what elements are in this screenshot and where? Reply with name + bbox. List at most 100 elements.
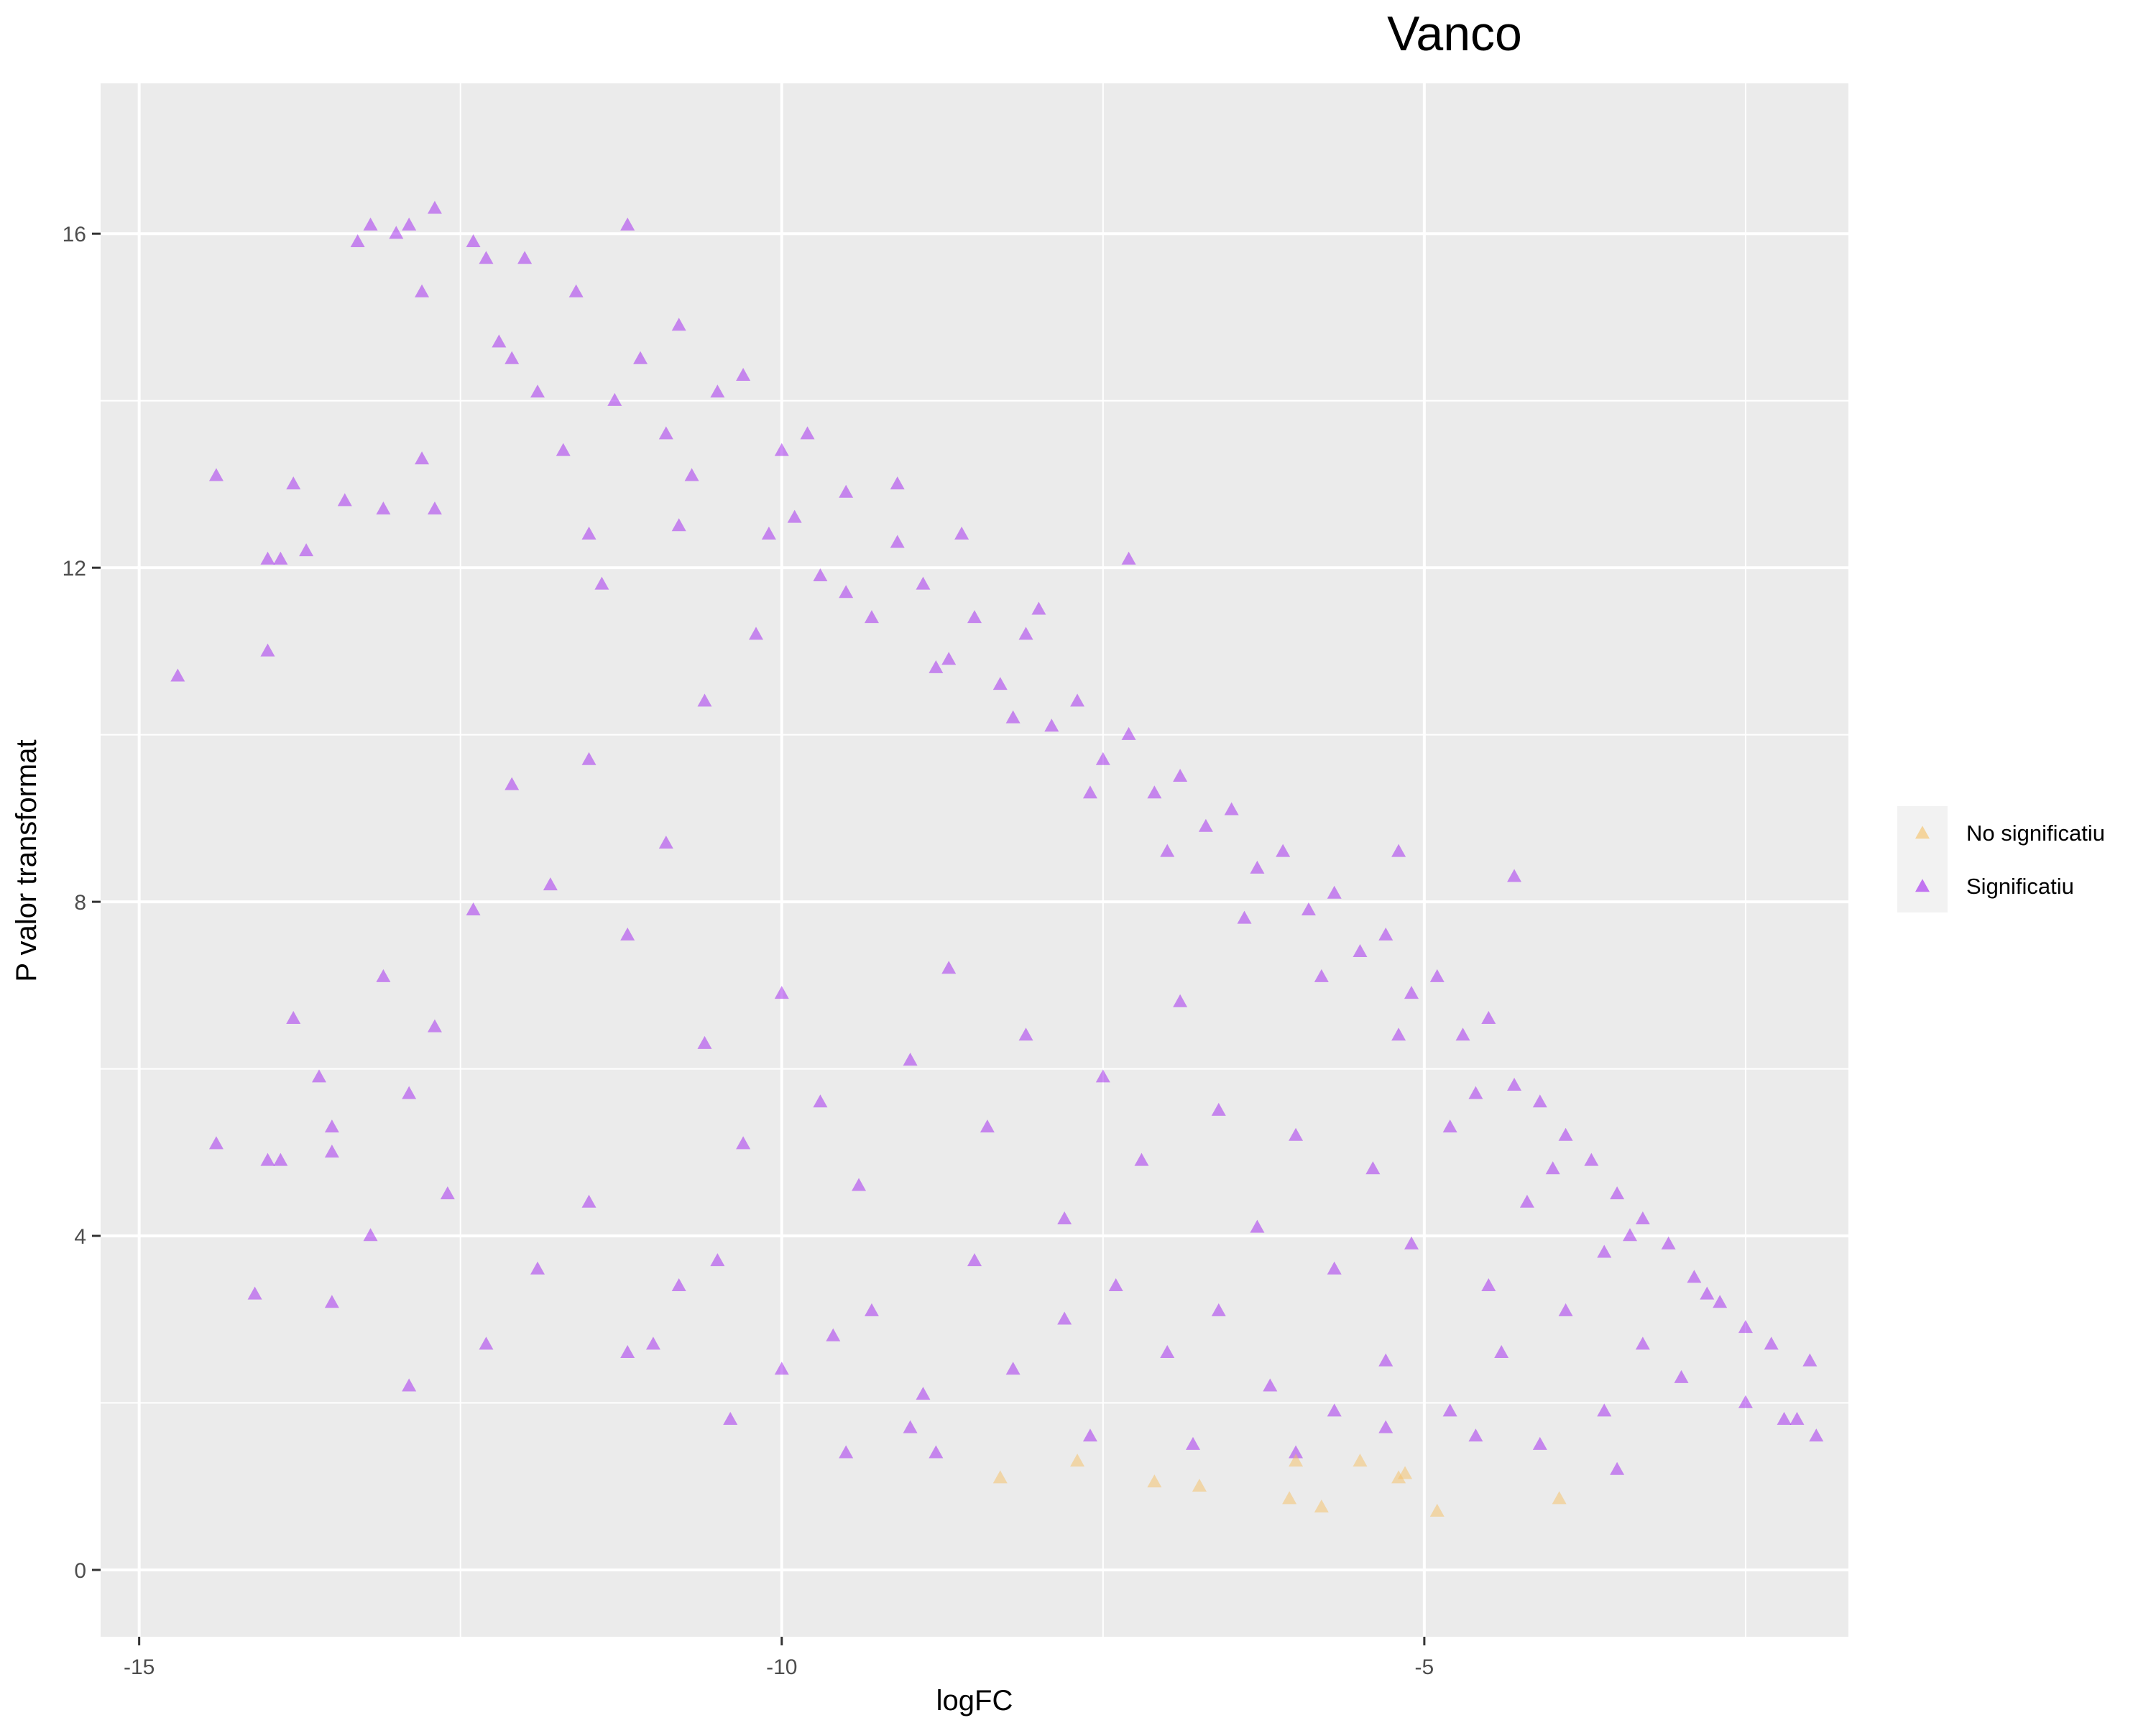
x-axis-label: logFC xyxy=(936,1685,1013,1717)
significant-point xyxy=(787,509,802,523)
significant-point xyxy=(170,668,185,682)
nonsignificant-point xyxy=(1552,1491,1567,1505)
significant-point xyxy=(208,1136,224,1150)
significant-point xyxy=(1584,1152,1599,1166)
significant-point xyxy=(466,234,481,248)
significant-point xyxy=(273,551,288,565)
significant-point xyxy=(1378,1353,1393,1367)
significant-point xyxy=(427,1019,442,1032)
significant-point xyxy=(1532,1436,1547,1450)
significant-point xyxy=(813,568,828,581)
significant-point xyxy=(607,392,622,406)
significant-point xyxy=(1160,1344,1175,1358)
significant-point xyxy=(1095,1069,1110,1083)
significant-point xyxy=(658,835,673,849)
nonsignificant-point xyxy=(1289,1454,1304,1467)
significant-point xyxy=(1289,1127,1304,1141)
significant-point xyxy=(710,384,725,398)
nonsignificant-point xyxy=(992,1470,1008,1484)
significant-point xyxy=(286,1011,301,1025)
significant-point xyxy=(774,443,789,456)
significant-point xyxy=(967,610,982,624)
significant-point xyxy=(466,902,481,915)
significant-point xyxy=(556,443,571,456)
significant-point xyxy=(363,217,378,231)
significant-point xyxy=(1545,1161,1560,1175)
significant-point xyxy=(1378,927,1393,941)
significant-point xyxy=(1429,969,1445,982)
legend-key-no-significatiu xyxy=(1915,826,1930,839)
significant-point xyxy=(1789,1411,1805,1425)
significant-point xyxy=(1044,719,1059,732)
significant-point xyxy=(645,1336,660,1350)
significant-point xyxy=(505,777,520,790)
legend-label: No significatiu xyxy=(1966,821,2105,846)
y-tick-label: 8 xyxy=(74,891,86,915)
significant-point xyxy=(1314,969,1329,982)
significant-point xyxy=(1391,1027,1406,1041)
significant-point xyxy=(1777,1411,1792,1425)
significant-point xyxy=(530,384,545,398)
significant-point xyxy=(324,1119,339,1133)
significant-point xyxy=(1507,869,1522,882)
significant-point xyxy=(1713,1295,1728,1308)
significant-point xyxy=(1289,1445,1304,1459)
nonsignificant-point xyxy=(1314,1500,1329,1513)
significant-point xyxy=(967,1253,982,1267)
significant-point xyxy=(1121,551,1136,565)
significant-point xyxy=(350,234,365,248)
significant-point xyxy=(1160,844,1175,857)
significant-point xyxy=(1082,1428,1097,1442)
significant-point xyxy=(864,610,879,624)
significant-point xyxy=(633,351,648,364)
significant-point xyxy=(1481,1011,1496,1025)
significant-point xyxy=(324,1295,339,1308)
significant-point xyxy=(1532,1094,1547,1108)
significant-point xyxy=(324,1145,339,1158)
significant-point xyxy=(864,1303,879,1316)
significant-point xyxy=(620,927,635,941)
significant-point xyxy=(1378,1420,1393,1433)
significant-point xyxy=(890,476,905,490)
significant-point xyxy=(992,677,1008,690)
significant-point xyxy=(1442,1119,1457,1133)
nonsignificant-point xyxy=(1070,1454,1085,1467)
significant-point xyxy=(312,1069,326,1083)
y-axis-label: P valor transformat xyxy=(11,739,42,981)
significant-point xyxy=(1468,1428,1483,1442)
y-tick-label: 16 xyxy=(63,223,86,246)
significant-point xyxy=(941,961,957,974)
significant-point xyxy=(376,969,391,982)
significant-point xyxy=(1031,601,1046,615)
significant-point xyxy=(620,1344,635,1358)
significant-point xyxy=(1327,1261,1342,1275)
significant-point xyxy=(761,526,776,540)
significant-point xyxy=(1005,710,1021,724)
significant-point xyxy=(260,643,275,657)
legend: No significatiu Significatiu xyxy=(1897,806,2105,912)
nonsignificant-point xyxy=(1398,1466,1413,1479)
significant-point xyxy=(813,1094,828,1108)
significant-point xyxy=(916,576,931,590)
significant-point xyxy=(1173,994,1188,1007)
significant-point xyxy=(1365,1161,1381,1175)
legend-key-significatiu xyxy=(1915,879,1930,892)
significant-point xyxy=(1610,1461,1625,1475)
significant-point xyxy=(1623,1228,1637,1242)
significant-point xyxy=(839,585,854,599)
significant-point xyxy=(1519,1194,1534,1208)
significant-point xyxy=(568,284,584,297)
significant-point xyxy=(736,368,751,382)
significant-point xyxy=(1250,860,1265,874)
x-tick-label: -10 xyxy=(766,1655,797,1679)
significant-point xyxy=(941,652,957,665)
significant-point xyxy=(980,1119,995,1133)
significant-point xyxy=(1404,1236,1419,1249)
significant-point xyxy=(1558,1127,1573,1141)
significant-point xyxy=(839,484,854,498)
significant-point xyxy=(1468,1086,1483,1099)
significant-point xyxy=(1250,1219,1265,1233)
significant-point xyxy=(1809,1428,1824,1442)
significant-point xyxy=(697,693,712,707)
